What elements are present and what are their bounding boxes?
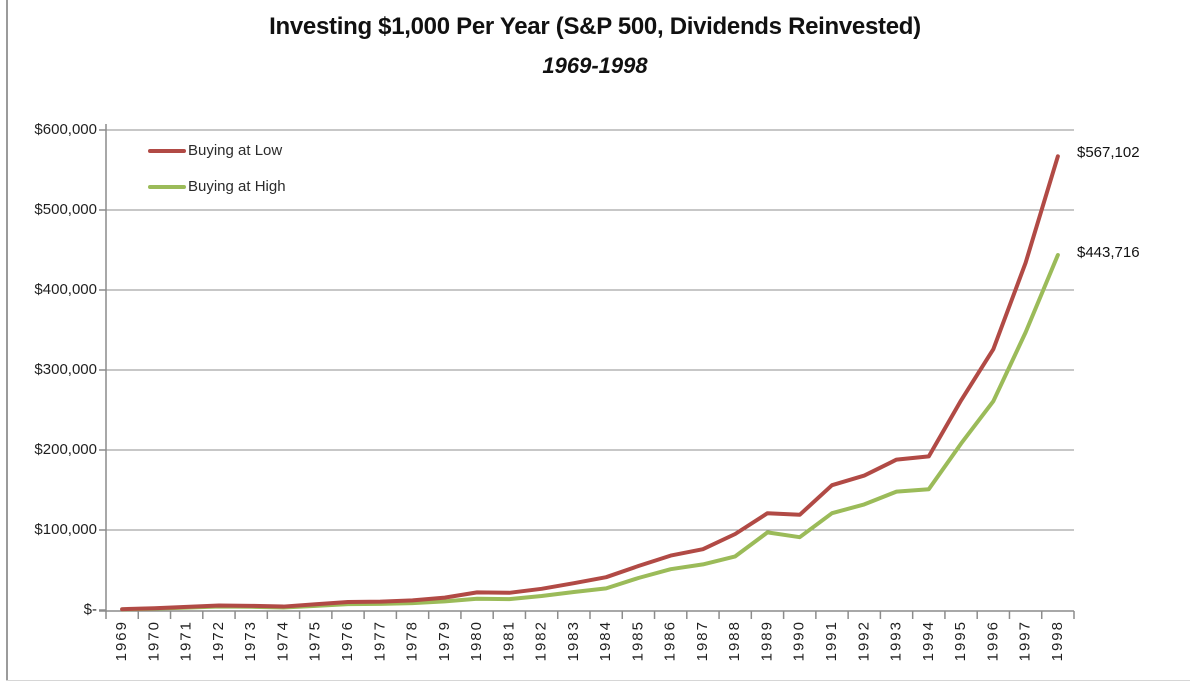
y-axis-label: $300,000: [34, 361, 97, 378]
legend: Buying at Low Buying at High: [148, 141, 286, 213]
x-axis-label: 1976: [339, 620, 356, 661]
data-label-buying-at-high: $443,716: [1077, 244, 1140, 261]
x-axis-label: 1979: [436, 620, 453, 661]
legend-item-buying-at-high: Buying at High: [148, 177, 286, 197]
x-axis-label: 1992: [855, 620, 872, 661]
y-axis-label: $100,000: [34, 521, 97, 538]
data-label-buying-at-low: $567,102: [1077, 144, 1140, 161]
x-axis-label: 1974: [274, 620, 291, 661]
x-axis-label: 1970: [145, 620, 162, 661]
y-axis-labels: $600,000 $500,000 $400,000 $300,000 $200,000…: [0, 0, 97, 690]
x-axis-label: 1995: [952, 620, 969, 661]
legend-swatch-high: [148, 185, 186, 189]
x-axis-label: 1990: [791, 620, 808, 661]
series-line-buying-at-high: [120, 253, 1060, 612]
legend-swatch-low: [148, 149, 186, 153]
x-axis-label: 1994: [920, 620, 937, 661]
legend-item-buying-at-low: Buying at Low: [148, 141, 286, 161]
x-axis-label: 1975: [307, 620, 324, 661]
y-axis-label: $600,000: [34, 121, 97, 138]
x-axis-label: 1978: [404, 620, 421, 661]
chart-title: Investing $1,000 Per Year (S&P 500, Divi…: [269, 13, 921, 40]
x-axis-label: 1983: [565, 620, 582, 661]
page-left-border: [6, 0, 8, 681]
x-axis-label: 1981: [500, 620, 517, 661]
legend-label-high: Buying at High: [188, 178, 286, 195]
x-axis-label: 1973: [242, 620, 259, 661]
x-axis-label: 1985: [629, 620, 646, 661]
x-axis-label: 1969: [113, 620, 130, 661]
y-axis-label: $-: [83, 601, 97, 618]
y-axis-label: $200,000: [34, 441, 97, 458]
x-axis-label: 1993: [888, 620, 905, 661]
chart-subtitle: 1969-1998: [542, 53, 648, 78]
x-axis-label: 1997: [1017, 620, 1034, 661]
x-axis-label: 1977: [371, 620, 388, 661]
x-axis-label: 1996: [984, 620, 1001, 661]
x-axis-label: 1998: [1049, 620, 1066, 661]
page-bottom-border: [6, 680, 1190, 681]
y-axis-label: $500,000: [34, 201, 97, 218]
x-axis-label: 1991: [823, 620, 840, 661]
x-axis-label: 1980: [468, 620, 485, 661]
y-axis-label: $400,000: [34, 281, 97, 298]
x-axis-label: 1984: [597, 620, 614, 661]
x-axis-label: 1987: [694, 620, 711, 661]
legend-label-low: Buying at Low: [188, 142, 283, 159]
x-axis-label: 1986: [662, 620, 679, 661]
x-axis-label: 1982: [533, 620, 550, 661]
x-axis-label: 1972: [210, 620, 227, 661]
x-axis-label: 1971: [178, 620, 195, 661]
x-axis-label: 1989: [758, 620, 775, 661]
x-axis-label: 1988: [726, 620, 743, 661]
series-line-buying-at-low: [120, 154, 1060, 612]
